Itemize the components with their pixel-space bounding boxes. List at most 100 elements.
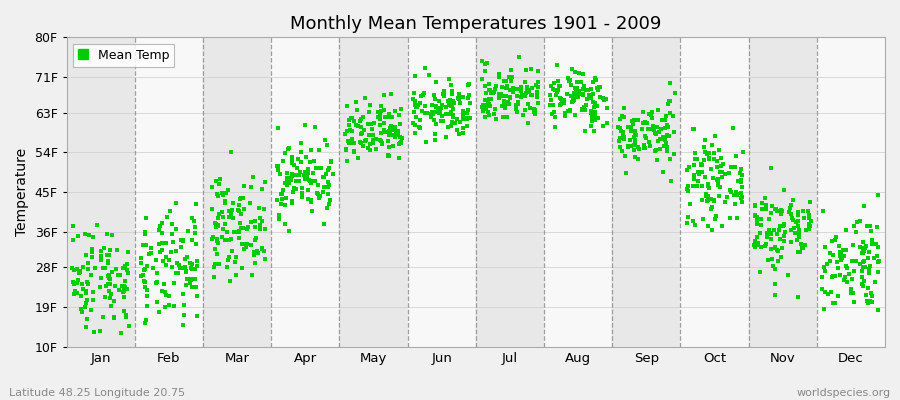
Point	[98, 294, 112, 300]
Point	[421, 72, 436, 78]
Point	[66, 264, 80, 271]
Point	[118, 263, 132, 270]
Point	[689, 182, 704, 189]
Point	[818, 244, 832, 250]
Point	[221, 254, 236, 261]
Point	[519, 88, 534, 94]
Point	[649, 124, 663, 130]
Point	[613, 135, 627, 142]
Point	[426, 111, 440, 118]
Point	[220, 263, 234, 270]
Point	[428, 96, 442, 102]
Point	[853, 261, 868, 267]
Point	[85, 246, 99, 252]
Point	[74, 292, 88, 299]
Point	[248, 224, 262, 230]
Point	[298, 176, 312, 183]
Point	[482, 100, 497, 107]
Point	[185, 266, 200, 272]
Point	[662, 80, 677, 86]
Point	[792, 231, 806, 238]
Point	[454, 94, 468, 100]
Point	[599, 96, 614, 102]
Point	[855, 268, 869, 274]
Point	[590, 85, 604, 91]
Point	[78, 304, 93, 310]
Point	[231, 208, 246, 214]
Point	[168, 226, 183, 232]
Point	[763, 230, 778, 236]
Point	[733, 170, 747, 176]
Point	[280, 182, 294, 188]
Point	[617, 153, 632, 159]
Point	[705, 227, 719, 233]
Point	[837, 253, 851, 260]
Point	[865, 292, 879, 299]
Point	[99, 282, 113, 289]
Title: Monthly Mean Temperatures 1901 - 2009: Monthly Mean Temperatures 1901 - 2009	[290, 15, 662, 33]
Point	[383, 91, 398, 97]
Point	[770, 231, 785, 237]
Point	[172, 262, 186, 268]
Point	[644, 115, 659, 121]
Point	[478, 60, 492, 67]
Point	[734, 194, 748, 201]
Point	[575, 91, 590, 97]
Point	[270, 197, 284, 203]
Point	[552, 82, 566, 89]
Point	[225, 248, 239, 254]
Point	[499, 85, 513, 92]
Point	[138, 228, 152, 235]
Point	[642, 111, 656, 117]
Point	[73, 268, 87, 274]
Point	[688, 183, 702, 190]
Point	[871, 244, 886, 250]
Point	[648, 130, 662, 136]
Point	[140, 287, 154, 293]
Point	[626, 147, 641, 154]
Point	[302, 177, 317, 184]
Point	[451, 95, 465, 101]
Point	[613, 115, 627, 122]
Point	[432, 108, 446, 114]
Point	[375, 141, 390, 148]
Point	[695, 162, 709, 168]
Point	[408, 130, 422, 136]
Point	[425, 109, 439, 115]
Point	[232, 235, 247, 242]
Point	[798, 227, 813, 233]
Point	[155, 247, 169, 253]
Point	[862, 266, 877, 272]
Point	[240, 224, 255, 230]
Point	[383, 123, 398, 129]
Point	[161, 256, 176, 263]
Point	[229, 254, 243, 260]
Point	[232, 229, 247, 236]
Point	[706, 196, 721, 203]
Point	[409, 102, 423, 108]
Point	[832, 243, 847, 249]
Point	[856, 264, 870, 270]
Point	[274, 196, 289, 202]
Point	[831, 259, 845, 265]
Point	[448, 120, 463, 126]
Point	[828, 300, 842, 306]
Point	[116, 283, 130, 290]
Point	[486, 90, 500, 96]
Point	[86, 234, 101, 240]
Point	[318, 137, 332, 144]
Point	[686, 126, 700, 132]
Point	[209, 178, 223, 184]
Point	[562, 108, 577, 114]
Point	[138, 231, 152, 238]
Point	[223, 149, 238, 156]
Bar	[544, 37, 612, 347]
Point	[222, 236, 237, 243]
Point	[650, 157, 664, 163]
Point	[324, 158, 338, 165]
Point	[407, 108, 421, 115]
Point	[839, 227, 853, 234]
Point	[311, 147, 326, 154]
Point	[478, 114, 492, 120]
Point	[247, 248, 261, 255]
